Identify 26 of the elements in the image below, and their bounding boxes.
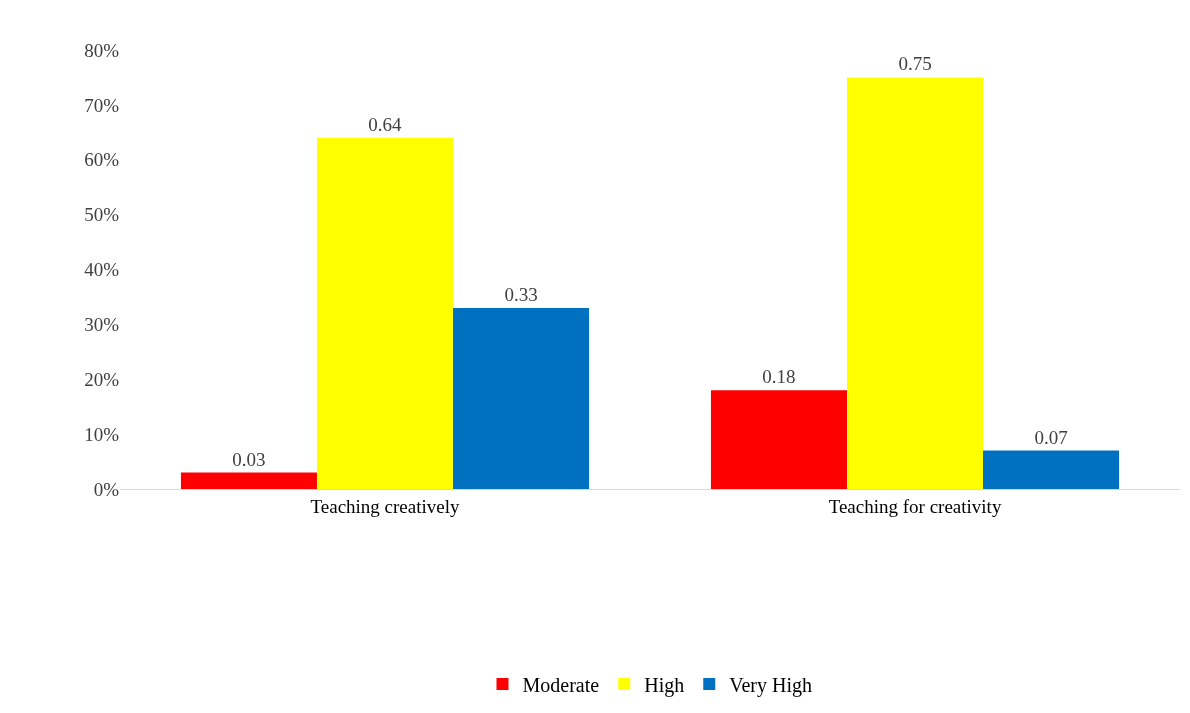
bar (983, 450, 1120, 489)
y-tick-label: 70% (84, 94, 120, 116)
data-label: 0.03 (232, 448, 266, 470)
data-label: 0.75 (898, 53, 932, 75)
data-label: 0.33 (504, 283, 538, 305)
x-tick-label: Teaching creatively (310, 495, 460, 517)
bar (846, 77, 984, 489)
legend-label: Moderate (522, 673, 600, 696)
bar (316, 137, 454, 489)
y-tick-label: 80% (84, 39, 120, 61)
data-label: 0.64 (368, 113, 402, 135)
bar (180, 472, 317, 489)
y-tick-label: 10% (84, 423, 120, 445)
data-label: 0.07 (1034, 426, 1068, 448)
y-tick-label: 60% (84, 149, 120, 171)
data-label: 0.18 (762, 366, 796, 388)
y-tick-label: 40% (84, 259, 120, 281)
y-tick-label: 0% (93, 478, 120, 500)
x-tick-label: Teaching for creativity (828, 495, 1002, 517)
y-tick-label: 50% (84, 204, 120, 226)
y-tick-label: 20% (84, 368, 120, 390)
y-tick-label: 30% (84, 314, 120, 336)
legend-label: Very High (729, 673, 813, 697)
legend-label: High (644, 673, 685, 697)
bar (710, 390, 847, 489)
bar (453, 307, 590, 489)
